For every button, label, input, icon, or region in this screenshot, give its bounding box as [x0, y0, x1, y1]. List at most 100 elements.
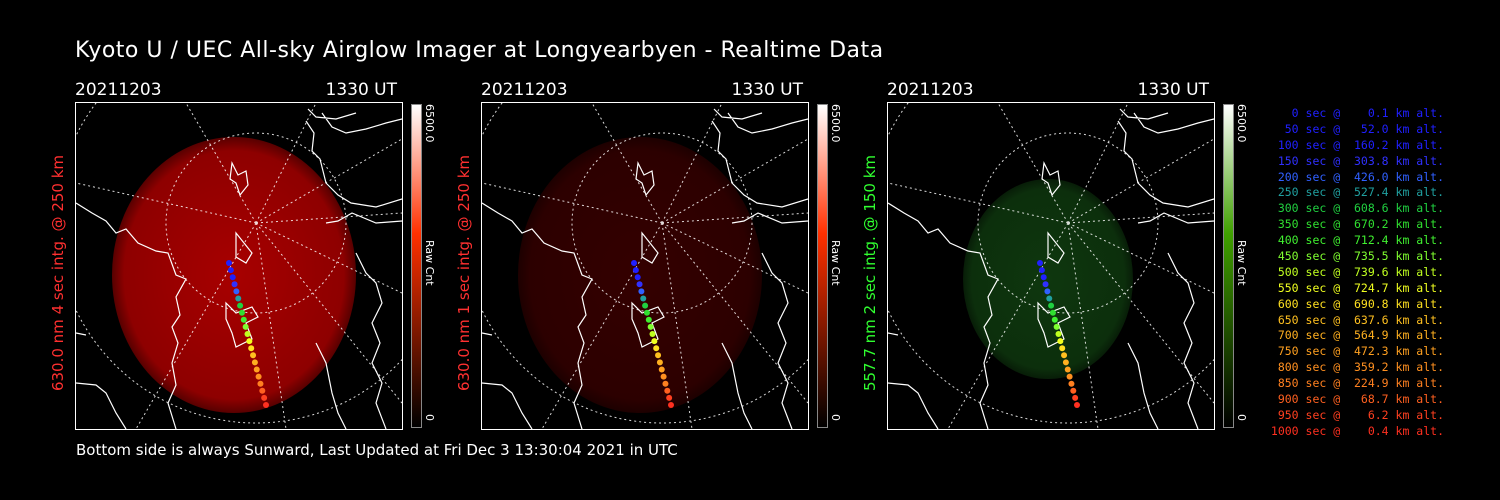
trajectory-dot [658, 366, 665, 373]
trajectory-dot [664, 387, 671, 394]
trajectory-dot [1070, 387, 1077, 394]
legend-row: 750 sec @ 472.3 km alt. [1270, 344, 1444, 359]
color-bar-min: 0 [423, 414, 436, 421]
trajectory-dot [255, 373, 262, 380]
trajectory-dot [1068, 380, 1075, 387]
panel-date: 20211203 [75, 80, 162, 100]
footer-note: Bottom side is always Sunward, Last Upda… [76, 441, 678, 459]
legend-row: 200 sec @ 426.0 km alt. [1270, 169, 1444, 184]
legend-row: 550 sec @ 724.7 km alt. [1270, 280, 1444, 295]
wavelength-label: 630.0 nm 4 sec intg. @ 250 km [49, 154, 67, 392]
legend-row: 400 sec @ 712.4 km alt. [1270, 233, 1444, 248]
legend-row: 300 sec @ 608.6 km alt. [1270, 201, 1444, 216]
trajectory-dot [1061, 352, 1068, 359]
legend-row: 1000 sec @ 0.4 km alt. [1270, 423, 1444, 438]
trajectory-dot [662, 380, 669, 387]
legend-row: 50 sec @ 52.0 km alt. [1270, 121, 1444, 136]
trajectory-dot [651, 338, 658, 345]
legend-row: 850 sec @ 224.9 km alt. [1270, 376, 1444, 391]
trajectory-dot [251, 359, 258, 366]
trajectory-dot [640, 295, 647, 302]
color-bar [1223, 104, 1234, 428]
trajectory-dot [238, 309, 245, 316]
all-sky-image [887, 102, 1215, 430]
trajectory-dot [259, 387, 266, 394]
trajectory-dot [257, 380, 264, 387]
legend-row: 250 sec @ 527.4 km alt. [1270, 185, 1444, 200]
airglow-disk [963, 179, 1133, 379]
trajectory-dot [638, 288, 645, 295]
legend-row: 0 sec @ 0.1 km alt. [1270, 106, 1444, 120]
coastline [482, 108, 808, 429]
image-panel-557-2s: 20211203 1330 UT [861, 80, 1248, 440]
legend-row: 150 sec @ 303.8 km alt. [1270, 153, 1444, 168]
trajectory-dot [668, 402, 674, 408]
trajectory-dot [1040, 274, 1047, 281]
image-panel-630-4s: 20211203 1330 UT [49, 80, 436, 440]
trajectory-legend: 0 sec @ 0.1 km alt. 50 sec @ 52.0 km alt… [1262, 106, 1444, 440]
color-bar [411, 104, 422, 428]
image-panel-630-1s: 20211203 1330 UT [455, 80, 842, 440]
trajectory-dot [1057, 338, 1064, 345]
color-bar-unit: Raw Cnt [423, 240, 436, 286]
color-bar-max: 6500.0 [829, 104, 842, 143]
trajectory-dot [1059, 345, 1066, 352]
legend-row: 500 sec @ 739.6 km alt. [1270, 264, 1444, 279]
trajectory-dot [1064, 366, 1071, 373]
trajectory-dot [1062, 359, 1069, 366]
color-bar [817, 104, 828, 428]
trajectory-dot [231, 281, 238, 288]
legend-row: 700 sec @ 564.9 km alt. [1270, 328, 1444, 343]
trajectory-dot [1074, 402, 1080, 408]
trajectory-dot [237, 302, 244, 309]
panel-date: 20211203 [481, 80, 568, 100]
trajectory-dot [248, 345, 255, 352]
trajectory-dot [244, 331, 251, 337]
color-bar-max: 6500.0 [1235, 104, 1248, 143]
trajectory-dot [1066, 373, 1073, 380]
trajectory-dot [636, 281, 643, 288]
legend-row: 450 sec @ 735.5 km alt. [1270, 249, 1444, 264]
trajectory-dot [643, 309, 650, 316]
trajectory-dot [246, 338, 253, 345]
trajectory-dot [642, 302, 649, 309]
trajectory-dot [263, 402, 269, 408]
trajectory-dot [226, 260, 232, 266]
panel-time: 1330 UT [731, 80, 804, 100]
panel-time: 1330 UT [325, 80, 398, 100]
trajectory-dot [250, 352, 257, 359]
trajectory-dot [1042, 281, 1049, 288]
trajectory-dot [233, 288, 240, 295]
legend-row: 800 sec @ 359.2 km alt. [1270, 360, 1444, 375]
trajectory-dot [235, 295, 242, 302]
trajectory-dot [1072, 394, 1079, 401]
page-title: Kyoto U / UEC All-sky Airglow Imager at … [75, 38, 884, 63]
trajectory-dot [656, 359, 663, 366]
trajectory-dot [240, 316, 247, 323]
all-sky-image [481, 102, 809, 430]
trajectory-dot [1051, 316, 1058, 323]
trajectory-dot [1053, 323, 1060, 330]
color-bar-max: 6500.0 [423, 104, 436, 143]
trajectory-dot [229, 274, 236, 281]
trajectory-dot [645, 316, 652, 323]
trajectory-dot [660, 373, 667, 380]
trajectory-dot [631, 260, 637, 266]
trajectory-dot [253, 366, 260, 373]
color-bar-min: 0 [829, 414, 842, 421]
trajectory-dot [242, 323, 249, 330]
trajectory-dot [666, 394, 673, 401]
trajectory-dot [653, 345, 660, 352]
trajectory-dot [1038, 267, 1045, 274]
panel-time: 1330 UT [1137, 80, 1210, 100]
legend-row: 100 sec @ 160.2 km alt. [1270, 137, 1444, 152]
wavelength-label: 557.7 nm 2 sec intg. @ 150 km [861, 154, 879, 392]
trajectory-dot [647, 323, 654, 330]
color-bar-unit: Raw Cnt [1235, 240, 1248, 286]
coastline [76, 108, 402, 429]
trajectory-dot [261, 394, 268, 401]
trajectory-dot [1049, 309, 1056, 316]
legend-row: 350 sec @ 670.2 km alt. [1270, 217, 1444, 232]
trajectory-dot [1055, 331, 1062, 337]
coastline [888, 108, 1214, 429]
